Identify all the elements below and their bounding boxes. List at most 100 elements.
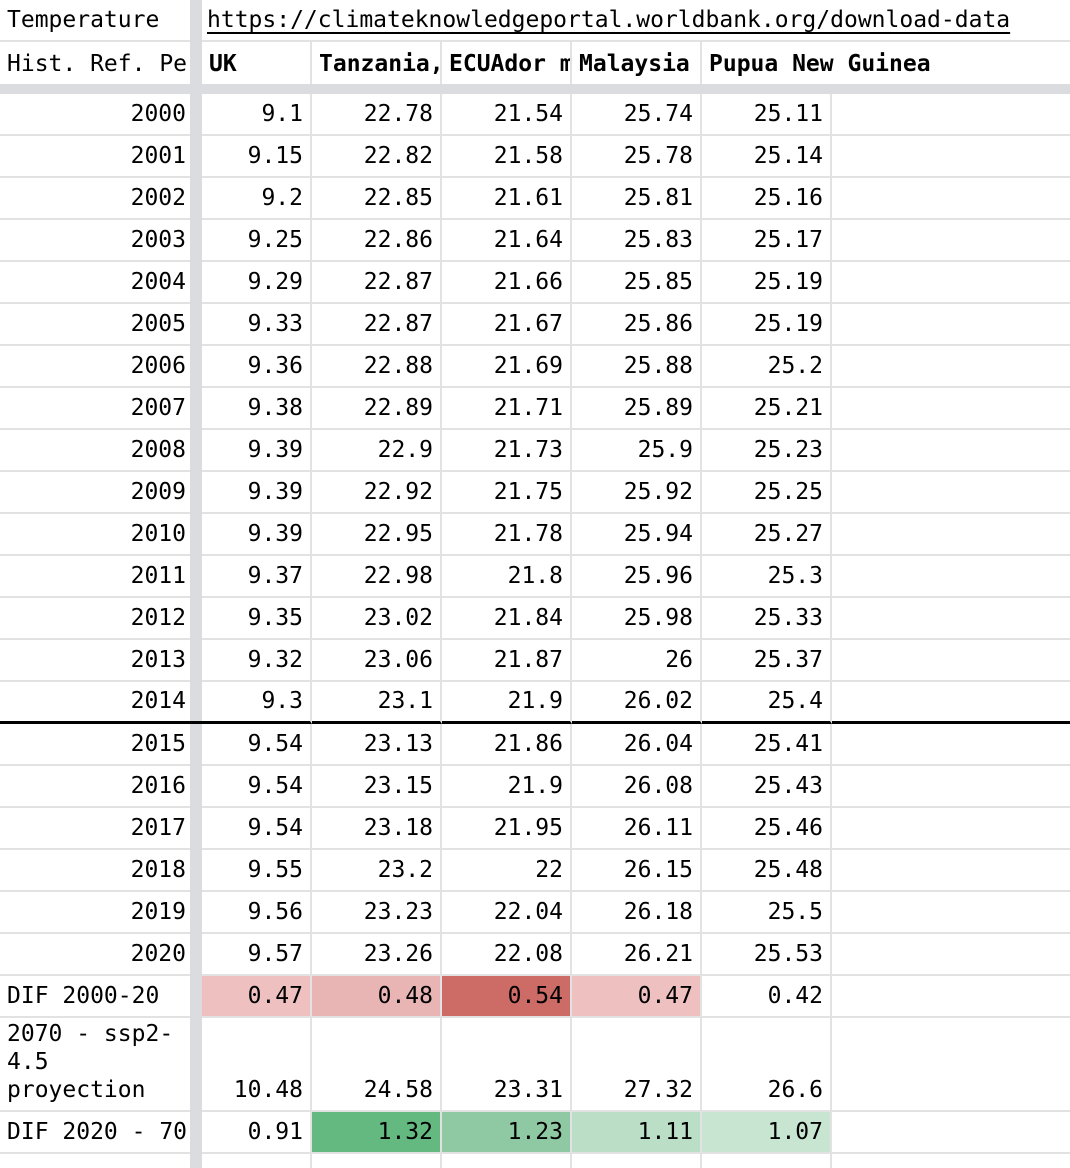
cell-value[interactable]: 26.04 [572,724,702,766]
cell-value[interactable]: 26.6 [702,1018,832,1112]
cell-value[interactable]: 23.2 [312,850,442,892]
cell-value[interactable]: 23.1 [312,682,442,724]
cell-value[interactable]: 21.75 [442,472,572,514]
cell-value[interactable]: 27.32 [572,1018,702,1112]
row-label[interactable]: 2016 [0,766,190,808]
column-header-tanzania[interactable]: Tanzania, [312,42,442,84]
cell-value[interactable]: 9.39 [202,472,312,514]
cell-value[interactable]: 25.53 [702,934,832,976]
cell-value[interactable]: 26.18 [572,892,702,934]
cell-value[interactable]: 9.55 [202,850,312,892]
cell-value[interactable]: 23.15 [312,766,442,808]
cell-value[interactable]: 25.4 [702,682,832,724]
cell-value[interactable]: 25.98 [572,598,702,640]
cell-value[interactable]: 9.54 [202,808,312,850]
cell-value[interactable]: 21.66 [442,262,572,304]
cell-value[interactable]: 9.36 [202,346,312,388]
cell-value[interactable]: 1.07 [702,1112,832,1154]
cell-value[interactable]: 25.3 [702,556,832,598]
cell-value[interactable]: 9.33 [202,304,312,346]
cell-value[interactable]: 21.84 [442,598,572,640]
cell-value[interactable]: 9.54 [202,766,312,808]
cell-value[interactable]: 21.54 [442,94,572,136]
cell-value[interactable]: 25.19 [702,304,832,346]
cell-hist-ref-period[interactable]: Hist. Ref. Pe [7,51,188,77]
cell-value[interactable]: 25.5 [702,892,832,934]
cell-value[interactable]: 21.73 [442,430,572,472]
cell-value[interactable]: 25.16 [702,178,832,220]
cell-value[interactable]: 23.13 [312,724,442,766]
cell-value[interactable]: 21.9 [442,682,572,724]
cell-value[interactable]: 22.78 [312,94,442,136]
row-label[interactable]: 2008 [0,430,190,472]
column-header-papua-new-guinea[interactable]: Pupua New Guinea [709,51,931,77]
cell-value[interactable]: 22.08 [442,934,572,976]
row-label[interactable]: DIF 2020 - 70 [0,1112,190,1154]
cell-value[interactable]: 22.88 [312,346,442,388]
cell-value[interactable]: 1.23 [442,1112,572,1154]
cell-value[interactable] [202,1154,312,1168]
cell-value[interactable]: 9.56 [202,892,312,934]
cell-value[interactable]: 22.95 [312,514,442,556]
row-label[interactable]: 2000 [0,94,190,136]
cell-value[interactable]: 25.88 [572,346,702,388]
cell-value[interactable]: 21.87 [442,640,572,682]
row-label[interactable]: DIF 2000-20 [0,976,190,1018]
cell-value[interactable]: 23.31 [442,1018,572,1112]
cell-value[interactable]: 22 [442,850,572,892]
row-label[interactable]: 2019 [0,892,190,934]
cell-value[interactable]: 25.74 [572,94,702,136]
cell-value[interactable]: 22.87 [312,262,442,304]
cell-value[interactable]: 25.27 [702,514,832,556]
cell-value[interactable]: 9.3 [202,682,312,724]
cell-value[interactable]: 25.17 [702,220,832,262]
cell-value[interactable]: 23.02 [312,598,442,640]
cell-value[interactable]: 0.42 [702,976,832,1018]
cell-value[interactable]: 25.46 [702,808,832,850]
cell-value[interactable]: 9.39 [202,430,312,472]
row-label[interactable]: 2015 [0,724,190,766]
cell-value[interactable]: 23.26 [312,934,442,976]
cell-value[interactable]: 9.29 [202,262,312,304]
cell-value[interactable]: 9.57 [202,934,312,976]
row-label[interactable]: 2006 [0,346,190,388]
download-data-link[interactable]: https://climateknowledgeportal.worldbank… [207,7,1011,33]
row-label[interactable]: 2001 [0,136,190,178]
cell-value[interactable]: 25.81 [572,178,702,220]
row-label[interactable]: 2009 [0,472,190,514]
cell-temperature[interactable]: Temperature [7,7,160,33]
cell-value[interactable]: 0.47 [572,976,702,1018]
cell-value[interactable]: 9.1 [202,94,312,136]
cell-value[interactable]: 9.2 [202,178,312,220]
cell-value[interactable] [572,1154,702,1168]
row-label[interactable]: 2014 [0,682,190,724]
cell-value[interactable] [442,1154,572,1168]
cell-value[interactable]: 9.37 [202,556,312,598]
column-header-ecuador[interactable]: ECUAdor m [442,42,572,84]
row-label[interactable]: 2005 [0,304,190,346]
cell-value[interactable]: 25.2 [702,346,832,388]
cell-value[interactable]: 25.21 [702,388,832,430]
cell-value[interactable]: 22.04 [442,892,572,934]
row-label[interactable]: 2017 [0,808,190,850]
cell-value[interactable]: 9.54 [202,724,312,766]
cell-value[interactable]: 25.33 [702,598,832,640]
cell-value[interactable]: 25.43 [702,766,832,808]
row-label[interactable]: 2004 [0,262,190,304]
cell-value[interactable]: 9.32 [202,640,312,682]
cell-value[interactable]: 26.02 [572,682,702,724]
cell-value[interactable]: 21.58 [442,136,572,178]
cell-value[interactable]: 23.18 [312,808,442,850]
cell-value[interactable]: 25.14 [702,136,832,178]
cell-value[interactable]: 22.82 [312,136,442,178]
cell-value[interactable]: 25.89 [572,388,702,430]
cell-value[interactable]: 26.08 [572,766,702,808]
cell-value[interactable]: 26.11 [572,808,702,850]
cell-value[interactable]: 22.92 [312,472,442,514]
cell-value[interactable]: 0.48 [312,976,442,1018]
cell-value[interactable]: 22.98 [312,556,442,598]
cell-value[interactable]: 25.86 [572,304,702,346]
cell-value[interactable]: 9.15 [202,136,312,178]
column-header-uk[interactable]: UK [202,42,312,84]
cell-value[interactable]: 25.85 [572,262,702,304]
